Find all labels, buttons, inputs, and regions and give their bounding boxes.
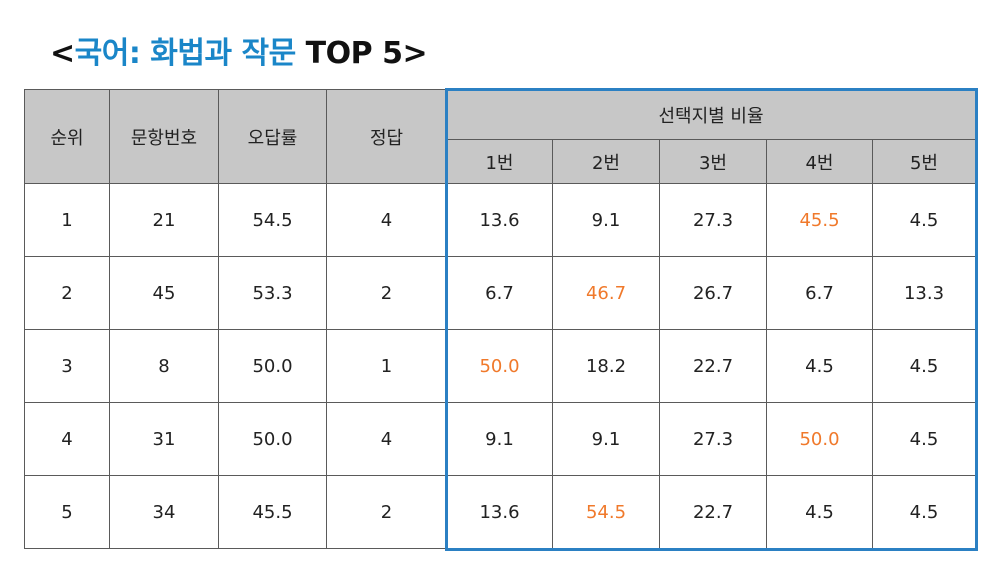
cell-answer: 4: [326, 402, 447, 476]
cell-choice: 45.5: [766, 183, 873, 257]
cell-error-rate: 50.0: [218, 329, 327, 403]
cell-choice: 46.7: [552, 256, 660, 330]
top5-table: 순위 문항번호 오답률 정답 선택지별 비율 1번 2번 3번 4번 5번 1 …: [24, 89, 976, 549]
cell-rank: 1: [24, 183, 110, 257]
header-choice-1: 1번: [446, 139, 553, 184]
cell-choice: 9.1: [552, 402, 660, 476]
title-rest: TOP 5>: [295, 36, 428, 71]
table-row: 4 31 50.0 4 9.1 9.1 27.3 50.0 4.5: [24, 402, 976, 476]
cell-answer: 1: [326, 329, 447, 403]
cell-answer: 2: [326, 256, 447, 330]
cell-choice: 9.1: [446, 402, 553, 476]
cell-question-no: 21: [109, 183, 219, 257]
cell-error-rate: 53.3: [218, 256, 327, 330]
table-row: 5 34 45.5 2 13.6 54.5 22.7 4.5 4.5: [24, 475, 976, 549]
cell-answer: 2: [326, 475, 447, 549]
cell-choice: 50.0: [766, 402, 873, 476]
cell-choice: 6.7: [766, 256, 873, 330]
header-choice-3: 3번: [659, 139, 767, 184]
cell-answer: 4: [326, 183, 447, 257]
cell-choice: 26.7: [659, 256, 767, 330]
cell-rank: 3: [24, 329, 110, 403]
cell-choice: 6.7: [446, 256, 553, 330]
cell-choice: 4.5: [872, 402, 976, 476]
table-row: 3 8 50.0 1 50.0 18.2 22.7 4.5 4.5: [24, 329, 976, 403]
cell-question-no: 31: [109, 402, 219, 476]
cell-choice: 27.3: [659, 402, 767, 476]
header-choice-5: 5번: [872, 139, 976, 184]
table-row: 2 45 53.3 2 6.7 46.7 26.7 6.7 13.3: [24, 256, 976, 330]
cell-question-no: 34: [109, 475, 219, 549]
table-row: 1 21 54.5 4 13.6 9.1 27.3 45.5 4.5: [24, 183, 976, 257]
cell-question-no: 8: [109, 329, 219, 403]
header-error-rate: 오답률: [218, 89, 327, 184]
cell-choice: 13.6: [446, 183, 553, 257]
header-answer: 정답: [326, 89, 447, 184]
cell-choice: 54.5: [552, 475, 660, 549]
cell-choice: 9.1: [552, 183, 660, 257]
header-choice-4: 4번: [766, 139, 873, 184]
cell-error-rate: 50.0: [218, 402, 327, 476]
header-rank: 순위: [24, 89, 110, 184]
cell-choice: 13.3: [872, 256, 976, 330]
cell-choice: 50.0: [446, 329, 553, 403]
cell-error-rate: 54.5: [218, 183, 327, 257]
header-choice-2: 2번: [552, 139, 660, 184]
page-title: <국어: 화법과 작문 TOP 5>: [50, 28, 428, 72]
cell-choice: 4.5: [766, 475, 873, 549]
cell-choice: 13.6: [446, 475, 553, 549]
title-open: <: [50, 36, 75, 71]
title-subject: 국어: 화법과 작문: [74, 36, 297, 71]
cell-rank: 2: [24, 256, 110, 330]
cell-rank: 4: [24, 402, 110, 476]
cell-rank: 5: [24, 475, 110, 549]
cell-choice: 27.3: [659, 183, 767, 257]
header-question-no: 문항번호: [109, 89, 219, 184]
cell-error-rate: 45.5: [218, 475, 327, 549]
cell-choice: 4.5: [872, 475, 976, 549]
cell-choice: 22.7: [659, 475, 767, 549]
cell-choice: 4.5: [872, 183, 976, 257]
cell-choice: 4.5: [766, 329, 873, 403]
cell-choice: 18.2: [552, 329, 660, 403]
cell-choice: 4.5: [872, 329, 976, 403]
cell-choice: 22.7: [659, 329, 767, 403]
cell-question-no: 45: [109, 256, 219, 330]
header-choice-ratio: 선택지별 비율: [446, 89, 976, 140]
